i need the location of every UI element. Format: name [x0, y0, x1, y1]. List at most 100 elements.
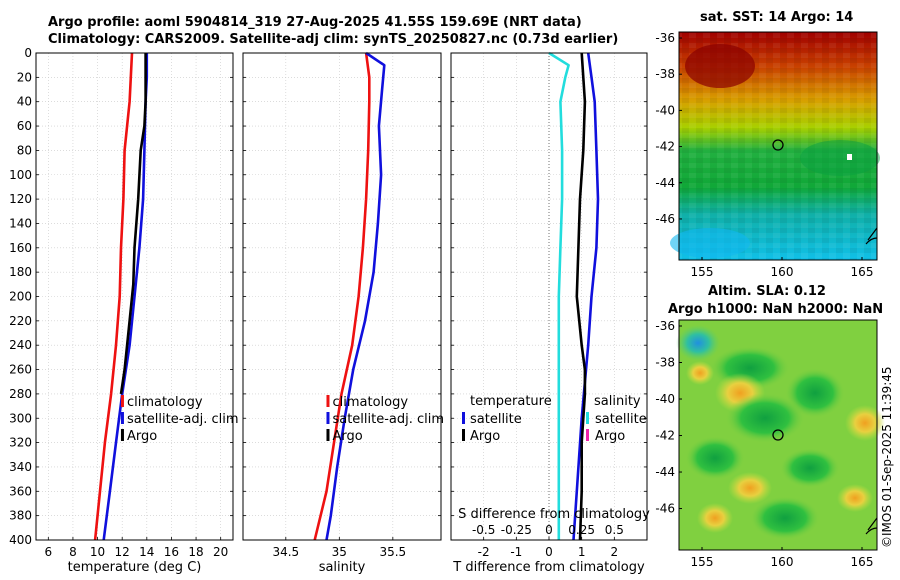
x-tick-label: 0 — [545, 545, 553, 559]
x-tick-label: 18 — [188, 545, 203, 559]
y-tick-label: 200 — [9, 290, 32, 304]
map-x-tick-label: 165 — [851, 265, 874, 279]
x-tick-label: 14 — [139, 545, 154, 559]
legend-label: satellite — [595, 412, 647, 427]
legend-swatch — [326, 395, 330, 407]
x-axis-label: T difference from climatology — [452, 560, 645, 575]
y-tick-label: 220 — [9, 314, 32, 328]
sla-map-title2: Argo h1000: NaN h2000: NaN — [668, 302, 884, 317]
legend-swatch — [586, 412, 589, 424]
argo-location-marker — [772, 139, 784, 151]
secondary-tick-label: 0 — [545, 523, 553, 537]
legend-label: satellite-adj. clim — [332, 412, 444, 427]
map-y-tick-label: -36 — [655, 319, 675, 333]
x-tick-label: 20 — [213, 545, 228, 559]
legend-swatch — [586, 429, 589, 441]
y-tick-label: 360 — [9, 484, 32, 498]
map-y-tick-label: -40 — [655, 392, 675, 406]
legend-title: salinity — [594, 394, 641, 409]
legend-swatch — [462, 412, 465, 424]
x-tick-label: 16 — [164, 545, 179, 559]
secondary-tick-label: 0.25 — [568, 523, 595, 537]
secondary-tick-label: -0.25 — [501, 523, 532, 537]
x-axis-label: temperature (deg C) — [68, 560, 202, 575]
axes-frame — [450, 52, 648, 541]
legend-label: satellite — [470, 412, 522, 427]
difference-panel: -2 -1 0 1 2T difference from climatology temp… — [450, 51, 650, 575]
x-tick-label: 12 — [115, 545, 130, 559]
chart-title-line2: Climatology: CARS2009. Satellite-adj cli… — [48, 32, 619, 47]
sla-map: 155 160 165 -36 -38 -40 -42 -44 -46 — [655, 319, 885, 569]
x-tick-label: 6 — [44, 545, 52, 559]
map-y-tick-label: -44 — [655, 465, 675, 479]
axes-frame — [242, 52, 442, 541]
series-line-climatology — [313, 52, 371, 541]
map-x-tick-label: 155 — [691, 265, 714, 279]
legend-label: Argo — [332, 429, 362, 444]
map-y-tick-label: -42 — [655, 140, 675, 154]
y-tick-label: 60 — [17, 119, 32, 133]
legend-title: temperature — [470, 394, 552, 409]
sla-map-title1: Altim. SLA: 0.12 — [708, 284, 826, 299]
chart-title-line1: Argo profile: aoml 5904814_319 27-Aug-20… — [48, 15, 582, 30]
map-x-tick-label: 165 — [851, 555, 874, 569]
legend-swatch — [326, 429, 330, 441]
legend-label: Argo — [595, 429, 625, 444]
temperature-panel: 0 20 40 60 80 100 120 140 160 180 200 220 240 260 280 3… — [9, 46, 238, 575]
y-tick-label: 300 — [9, 411, 32, 425]
y-tick-label: 40 — [17, 95, 32, 109]
map-x-tick-label: 155 — [691, 555, 714, 569]
y-tick-label: 20 — [17, 70, 32, 84]
series-line-argo — [119, 53, 147, 395]
y-tick-label: 240 — [9, 338, 32, 352]
legend-label: Argo — [127, 429, 157, 444]
secondary-tick-label: -0.5 — [472, 523, 495, 537]
y-tick-label: 260 — [9, 363, 32, 377]
salinity-panel: 34.5 35 35.5 salinity climatology satellite-a… — [242, 51, 444, 575]
legend-swatch — [326, 412, 330, 424]
axes-frame — [35, 52, 234, 541]
y-tick-label: 160 — [9, 241, 32, 255]
legend-swatch — [462, 429, 465, 441]
legend-label: climatology — [127, 395, 203, 410]
x-tick-label: 34.5 — [272, 545, 299, 559]
map-y-tick-label: -46 — [655, 502, 675, 516]
legend-swatch — [120, 395, 124, 407]
timestamp-label: ©IMOS 01-Sep-2025 11:39:45 — [880, 366, 894, 548]
sst-map-title: sat. SST: 14 Argo: 14 — [700, 10, 854, 25]
series-line-satellite-adj-clim — [325, 51, 386, 541]
coastline — [865, 517, 878, 535]
y-tick-label: 0 — [24, 46, 32, 60]
x-tick-label: -1 — [510, 545, 522, 559]
series-line-temperature-argo — [575, 52, 587, 541]
legend-swatch — [120, 412, 124, 424]
x-tick-label: 35.5 — [379, 545, 406, 559]
x-tick-label: 35 — [332, 545, 347, 559]
y-tick-label: 340 — [9, 460, 32, 474]
map-y-tick-label: -44 — [655, 176, 675, 190]
legend-label: satellite-adj. clim — [127, 412, 239, 427]
legend-swatch — [120, 429, 124, 441]
y-tick-label: 180 — [9, 265, 32, 279]
y-tick-label: 140 — [9, 216, 32, 230]
x-tick-label: 10 — [90, 545, 105, 559]
y-tick-label: 400 — [9, 533, 32, 547]
x-axis-label: salinity — [319, 560, 366, 575]
y-tick-label: 280 — [9, 387, 32, 401]
legend-label: climatology — [332, 395, 408, 410]
map-y-tick-label: -36 — [655, 31, 675, 45]
sst-map: 155 160 165 -36 -38 -40 -42 -44 -46 — [655, 31, 880, 279]
secondary-axis-label: S difference from climatology — [458, 507, 650, 522]
map-x-tick-label: 160 — [771, 265, 794, 279]
profile-panels: 0204060801001201401601802002202402602803… — [9, 46, 650, 575]
legend-label: Argo — [470, 429, 500, 444]
map-y-tick-label: -40 — [655, 103, 675, 117]
series-line-climatology — [93, 52, 134, 541]
x-tick-label: 8 — [69, 545, 77, 559]
y-tick-label: 120 — [9, 192, 32, 206]
series-line-salinity-satellite — [548, 51, 570, 540]
y-tick-label: 320 — [9, 436, 32, 450]
map-y-tick-label: -38 — [655, 67, 675, 81]
y-tick-label: 380 — [9, 509, 32, 523]
coastline — [865, 227, 878, 245]
